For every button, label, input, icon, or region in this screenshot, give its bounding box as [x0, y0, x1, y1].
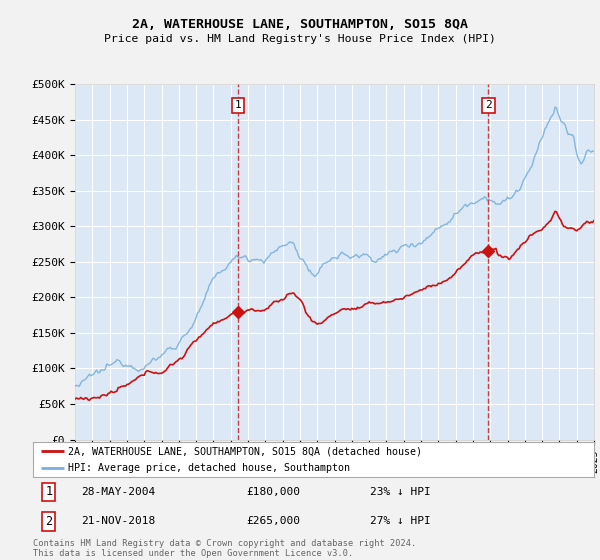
Text: 28-MAY-2004: 28-MAY-2004 — [80, 487, 155, 497]
Text: 2: 2 — [46, 515, 52, 528]
Text: 1: 1 — [235, 100, 241, 110]
Text: 2A, WATERHOUSE LANE, SOUTHAMPTON, SO15 8QA: 2A, WATERHOUSE LANE, SOUTHAMPTON, SO15 8… — [132, 18, 468, 31]
Text: Price paid vs. HM Land Registry's House Price Index (HPI): Price paid vs. HM Land Registry's House … — [104, 34, 496, 44]
Text: £180,000: £180,000 — [246, 487, 300, 497]
Text: 1: 1 — [46, 486, 52, 498]
Text: 23% ↓ HPI: 23% ↓ HPI — [370, 487, 430, 497]
Text: £265,000: £265,000 — [246, 516, 300, 526]
Text: HPI: Average price, detached house, Southampton: HPI: Average price, detached house, Sout… — [68, 463, 350, 473]
Text: 27% ↓ HPI: 27% ↓ HPI — [370, 516, 430, 526]
Text: 2A, WATERHOUSE LANE, SOUTHAMPTON, SO15 8QA (detached house): 2A, WATERHOUSE LANE, SOUTHAMPTON, SO15 8… — [68, 446, 422, 456]
Text: 21-NOV-2018: 21-NOV-2018 — [80, 516, 155, 526]
Text: 2: 2 — [485, 100, 492, 110]
Text: Contains HM Land Registry data © Crown copyright and database right 2024.
This d: Contains HM Land Registry data © Crown c… — [33, 539, 416, 558]
